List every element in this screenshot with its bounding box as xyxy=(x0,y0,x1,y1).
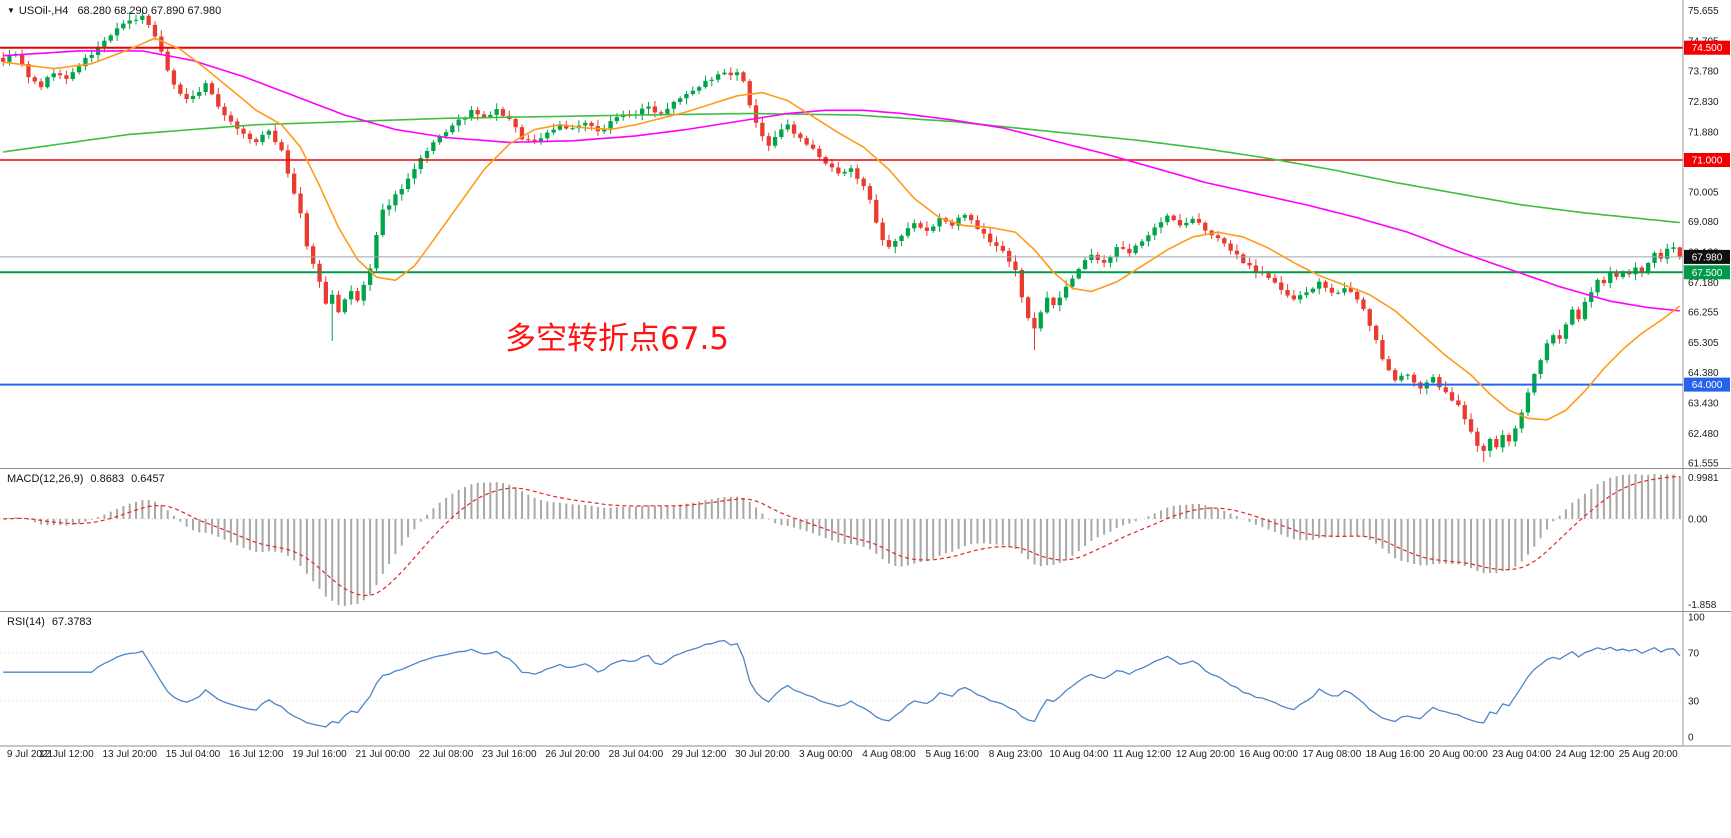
price-axis-tick: 72.830 xyxy=(1688,97,1719,108)
price-axis-tick: 64.380 xyxy=(1688,368,1719,379)
svg-text:71.000: 71.000 xyxy=(1692,156,1723,167)
time-axis-label: 12 Jul 12:00 xyxy=(39,749,94,760)
rsi-axis-tick: 0 xyxy=(1688,733,1694,744)
time-axis-label: 21 Jul 00:00 xyxy=(356,749,411,760)
svg-text:64.000: 64.000 xyxy=(1692,380,1723,391)
macd-panel[interactable]: 0.9981 0.00 -1.858 xyxy=(0,473,1719,611)
time-axis-label: 13 Jul 20:00 xyxy=(102,749,157,760)
rsi-name: RSI(14) xyxy=(7,616,45,628)
price-panel[interactable] xyxy=(0,10,1683,463)
svg-text:67.500: 67.500 xyxy=(1692,268,1723,279)
macd-axis-tick: 0.9981 xyxy=(1688,473,1719,484)
time-axis-label: 30 Jul 20:00 xyxy=(735,749,790,760)
rsi-panel[interactable]: 100 70 30 0 xyxy=(0,613,1705,744)
ohlc-values: 68.280 68.290 67.890 67.980 xyxy=(77,5,222,17)
time-axis-label: 11 Aug 12:00 xyxy=(1113,749,1172,760)
svg-text:74.500: 74.500 xyxy=(1692,43,1723,54)
time-axis-label: 3 Aug 00:00 xyxy=(799,749,853,760)
price-axis-tick: 69.080 xyxy=(1688,217,1719,228)
price-axis-tick: 71.880 xyxy=(1688,127,1719,138)
price-axis-tick: 70.005 xyxy=(1688,187,1719,198)
price-axis[interactable]: 75.65574.70573.78072.83071.88070.93070.0… xyxy=(1682,0,1730,746)
ma-slow-line xyxy=(3,112,1680,224)
time-axis-label: 20 Aug 00:00 xyxy=(1429,749,1488,760)
time-axis-label: 4 Aug 08:00 xyxy=(862,749,916,760)
ma-mid-line xyxy=(3,50,1680,312)
rsi-value: 67.3783 xyxy=(51,616,92,628)
chart-title-bar: ▼ USOil-,H4 68.280 68.290 67.890 67.980 xyxy=(7,5,221,17)
chart-annotation[interactable]: 多空转折点67.5 xyxy=(505,321,730,357)
macd-signal-value: 0.6457 xyxy=(131,473,165,485)
rsi-axis-tick: 100 xyxy=(1688,613,1705,624)
time-axis-label: 17 Aug 08:00 xyxy=(1302,749,1361,760)
macd-main-value: 0.8683 xyxy=(90,473,125,485)
rsi-axis-tick: 70 xyxy=(1688,649,1700,660)
time-axis-label: 22 Jul 08:00 xyxy=(419,749,474,760)
price-axis-tick: 63.430 xyxy=(1688,398,1719,409)
rsi-line xyxy=(3,639,1681,728)
time-axis-label: 9 Jul 2021 xyxy=(7,749,54,760)
time-axis-label: 29 Jul 12:00 xyxy=(672,749,727,760)
time-axis-label: 25 Aug 20:00 xyxy=(1619,749,1678,760)
symbol-timeframe-label: USOil-,H4 xyxy=(18,5,69,17)
time-axis-label: 28 Jul 04:00 xyxy=(609,749,664,760)
macd-indicator-label: MACD(12,26,9) 0.8683 0.6457 xyxy=(7,473,172,485)
time-axis-label: 16 Aug 00:00 xyxy=(1239,749,1298,760)
price-axis-tick: 65.305 xyxy=(1688,338,1719,349)
macd-signal-line xyxy=(3,476,1680,597)
axis-price-tag: 67.500 xyxy=(1684,265,1730,280)
time-axis-label: 12 Aug 20:00 xyxy=(1176,749,1235,760)
macd-name: MACD(12,26,9) xyxy=(7,473,84,485)
axis-price-tag: 71.000 xyxy=(1684,153,1730,167)
time-axis-label: 15 Jul 04:00 xyxy=(166,749,221,760)
time-axis-label: 23 Jul 16:00 xyxy=(482,749,537,760)
price-axis-tick: 66.255 xyxy=(1688,308,1719,319)
time-axis-label: 8 Aug 23:00 xyxy=(989,749,1043,760)
time-axis-label: 23 Aug 04:00 xyxy=(1492,749,1551,760)
price-axis-tick: 61.555 xyxy=(1688,459,1719,470)
axis-price-tag: 74.500 xyxy=(1684,40,1730,55)
ma-fast-line xyxy=(3,37,1681,421)
axis-price-tag: 64.000 xyxy=(1684,377,1730,392)
panel-separators xyxy=(0,468,1731,747)
svg-text:67.980: 67.980 xyxy=(1692,252,1723,263)
time-axis-label: 19 Jul 16:00 xyxy=(292,749,347,760)
time-axis-label: 26 Jul 20:00 xyxy=(545,749,600,760)
time-axis-label: 18 Aug 16:00 xyxy=(1366,749,1425,760)
price-axis-tick: 67.180 xyxy=(1688,278,1719,289)
time-axis-label: 10 Aug 04:00 xyxy=(1049,749,1108,760)
rsi-axis-tick: 30 xyxy=(1688,697,1700,708)
time-axis-label: 16 Jul 12:00 xyxy=(229,749,284,760)
price-axis-tick: 73.780 xyxy=(1688,66,1719,77)
rsi-indicator-label: RSI(14) 67.3783 xyxy=(7,616,99,628)
macd-axis-tick: -1.858 xyxy=(1688,600,1717,611)
price-axis-tick: 75.655 xyxy=(1688,6,1719,17)
macd-axis-tick: 0.00 xyxy=(1688,514,1708,525)
time-axis-label: 5 Aug 16:00 xyxy=(926,749,980,760)
price-axis-tick: 62.480 xyxy=(1688,429,1719,440)
symbol-dropdown-triangle-icon[interactable]: ▼ xyxy=(7,6,15,15)
time-axis-label: 24 Aug 12:00 xyxy=(1555,749,1614,760)
axis-price-tag: 67.980 xyxy=(1684,249,1730,264)
